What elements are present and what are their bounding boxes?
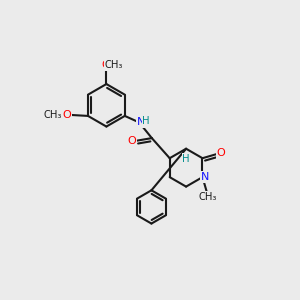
Text: N: N <box>201 172 209 182</box>
Text: O: O <box>128 136 136 146</box>
Text: O: O <box>62 110 71 120</box>
Text: N: N <box>137 117 145 127</box>
Text: O: O <box>101 60 110 70</box>
Text: O: O <box>217 148 226 158</box>
Text: H: H <box>142 116 150 125</box>
Text: CH₃: CH₃ <box>104 60 123 70</box>
Text: CH₃: CH₃ <box>43 110 62 120</box>
Text: H: H <box>182 154 190 164</box>
Text: CH₃: CH₃ <box>199 191 217 202</box>
